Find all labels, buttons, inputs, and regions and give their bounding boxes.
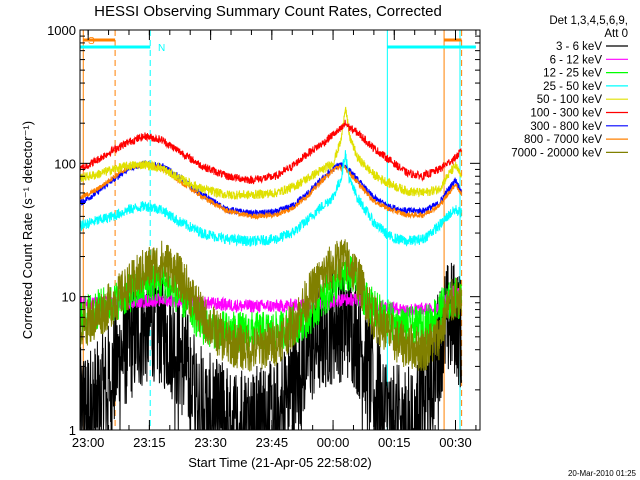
marker-label-s: S <box>88 36 95 47</box>
legend-entry-label: 6 - 12 keV <box>550 54 603 66</box>
legend-header-detectors: Det 1,3,4,5,6,9, <box>549 15 628 27</box>
y-axis-label: Corrected Count Rate (s⁻¹ detector⁻¹) <box>20 121 35 339</box>
series-line <box>80 262 462 430</box>
legend-entry-label: 12 - 25 keV <box>543 68 602 80</box>
x-tick-label: 00:00 <box>317 435 350 450</box>
x-axis-label: Start Time (21-Apr-05 22:58:02) <box>188 455 372 470</box>
legend-entry-label: 50 - 100 keV <box>537 94 603 106</box>
x-tick-label: 23:45 <box>256 435 289 450</box>
y-tick-label: 1000 <box>47 23 76 38</box>
series-lines <box>80 106 462 430</box>
footer-timestamp: 20-Mar-2010 01:25 <box>568 469 637 478</box>
legend-entry-label: 100 - 300 keV <box>530 108 602 120</box>
y-tick-label: 1 <box>69 423 76 438</box>
x-tick-label: 00:15 <box>378 435 411 450</box>
x-axis: 23:00 23:15 23:30 23:45 00:00 00:15 00:30 <box>72 30 477 450</box>
legend-entry-label: 7000 - 20000 keV <box>511 147 602 159</box>
x-tick-label: 00:30 <box>439 435 472 450</box>
y-tick-label: 100 <box>54 156 76 171</box>
series-line <box>80 150 462 247</box>
x-tick-label: 23:00 <box>72 435 105 450</box>
legend-entry-label: 25 - 50 keV <box>543 81 602 93</box>
legend-header-attenuator: Att 0 <box>604 28 628 40</box>
x-tick-label: 23:30 <box>194 435 227 450</box>
series-line <box>80 285 462 317</box>
series-line <box>80 119 462 185</box>
chart-title: HESSI Observing Summary Count Rates, Cor… <box>94 3 442 20</box>
series-line <box>80 239 462 372</box>
y-tick-label: 10 <box>62 290 76 305</box>
legend-entry-label: 800 - 7000 keV <box>524 134 602 146</box>
x-tick-label: 23:15 <box>133 435 166 450</box>
legend-entry-label: 3 - 6 keV <box>556 41 602 53</box>
marker-bars <box>80 38 476 49</box>
marker-label-n: N <box>158 43 165 54</box>
legend-entry-label: 300 - 800 keV <box>530 121 602 133</box>
series-line <box>80 106 462 200</box>
plot-frame <box>79 29 481 431</box>
y-axis: 1 10 100 1000 <box>47 23 480 438</box>
